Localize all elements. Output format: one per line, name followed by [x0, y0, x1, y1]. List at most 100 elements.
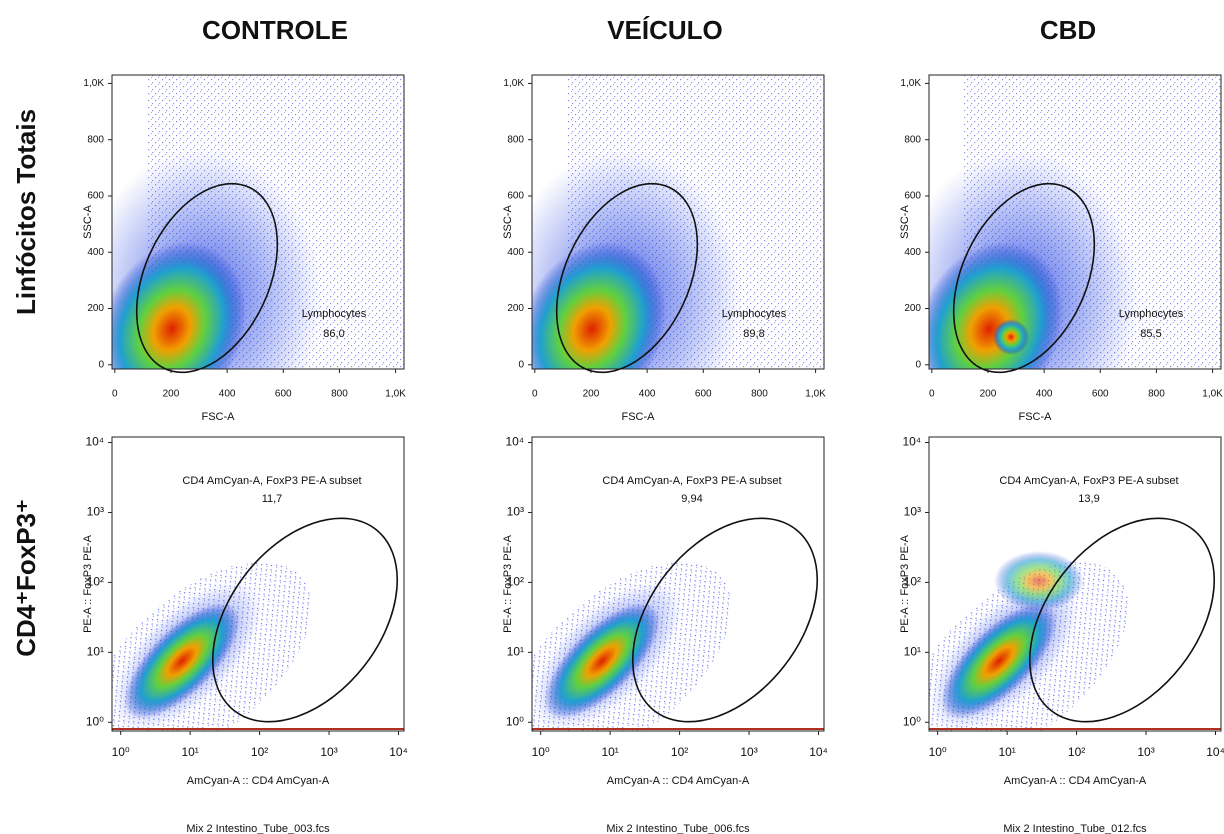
x-tick-label: 10²: [251, 745, 268, 759]
gate-value: 86,0: [323, 328, 344, 340]
y-tick-label: 600: [904, 191, 921, 202]
y-axis-label: PE-A :: FoxP3 PE-A: [82, 534, 94, 632]
plot: Lymphocytes 85,5 0 200 400 600 800 1,0K 0 200 400 6…: [899, 74, 1223, 423]
x-axis-label: FSC-A: [202, 411, 236, 423]
x-tick-label: 10³: [1137, 745, 1154, 759]
gate-name: CD4 AmCyan-A, FoxP3 PE-A subset: [999, 475, 1178, 487]
x-tick-label: 400: [1036, 389, 1053, 400]
x-axis-label: FSC-A: [1019, 411, 1053, 423]
y-axis-label: SSC-A: [899, 205, 911, 239]
gate: [135, 182, 279, 374]
y-tick-label: 600: [87, 191, 104, 202]
y-tick-label: 400: [87, 247, 104, 258]
y-tick-label: 200: [904, 303, 921, 314]
x-tick-label: 1,0K: [1202, 389, 1223, 400]
x-tick-label: 10²: [671, 745, 688, 759]
x-tick-label: 0: [532, 389, 538, 400]
y-tick-label: 0: [518, 359, 524, 370]
x-tick-label: 10²: [1068, 745, 1085, 759]
density: [112, 242, 246, 369]
x-tick-label: 0: [112, 389, 118, 400]
y-tick-label: 1,0K: [503, 78, 524, 89]
x-tick-label: 800: [331, 389, 348, 400]
gate: [211, 517, 399, 723]
plot-frame: [531, 436, 825, 732]
plot-frame: [111, 436, 405, 732]
file-name: Mix 2 Intestino_Tube_012.fcs: [1003, 823, 1147, 834]
y-tick-label: 10²: [904, 575, 921, 589]
x-tick-label: 10³: [740, 745, 757, 759]
density: [544, 603, 660, 719]
plot: CD4 AmCyan-A, FoxP3 PE-A subset 13,9 10⁰ 10…: [899, 435, 1224, 834]
column-title: CBD: [1040, 15, 1096, 45]
y-tick-label: 10¹: [904, 645, 921, 659]
gate-name: Lymphocytes: [722, 308, 787, 320]
density-cloud: [112, 561, 404, 731]
x-tick-label: 800: [751, 389, 768, 400]
density: [532, 242, 666, 369]
plot: Lymphocytes 86,0 0 200 400 600 800 1,0K 0 200 400 6…: [82, 74, 406, 423]
y-tick-label: 10⁰: [506, 714, 524, 728]
x-tick-label: 800: [1148, 389, 1165, 400]
y-tick-label: 600: [507, 191, 524, 202]
x-axis-label: AmCyan-A :: CD4 AmCyan-A: [1004, 775, 1147, 787]
y-tick-label: 200: [507, 303, 524, 314]
gate-value: 85,5: [1140, 328, 1161, 340]
file-name: Mix 2 Intestino_Tube_006.fcs: [606, 823, 750, 834]
gate: [952, 182, 1096, 374]
x-tick-label: 10⁴: [809, 745, 828, 759]
y-tick-label: 10⁰: [903, 714, 921, 728]
y-tick-label: 10⁰: [86, 714, 104, 728]
x-tick-label: 10⁴: [1206, 745, 1224, 759]
x-tick-label: 1,0K: [805, 389, 826, 400]
x-tick-label: 400: [219, 389, 236, 400]
x-tick-label: 600: [695, 389, 712, 400]
plot-frame: [111, 74, 405, 370]
density-cloud: [532, 561, 824, 731]
gate-value: 9,94: [681, 493, 702, 505]
x-tick-label: 10⁴: [389, 745, 408, 759]
x-tick-label: 10⁰: [532, 745, 550, 759]
plot: CD4 AmCyan-A, FoxP3 PE-A subset 9,94 10⁰ 10…: [502, 435, 828, 834]
y-tick-label: 800: [507, 134, 524, 145]
gate-name: Lymphocytes: [1119, 308, 1184, 320]
x-tick-label: 10⁰: [929, 745, 947, 759]
density: [929, 242, 1063, 369]
x-tick-label: 400: [639, 389, 656, 400]
x-tick-label: 10³: [320, 745, 337, 759]
y-tick-label: 10⁴: [505, 435, 524, 449]
gate-name: Lymphocytes: [302, 308, 367, 320]
y-tick-label: 10⁴: [85, 435, 104, 449]
x-tick-label: 200: [163, 389, 180, 400]
y-tick-label: 1,0K: [900, 78, 921, 89]
y-tick-label: 10¹: [507, 645, 524, 659]
x-tick-label: 600: [1092, 389, 1109, 400]
gate: [631, 517, 819, 723]
y-axis-label: PE-A :: FoxP3 PE-A: [502, 534, 514, 632]
density-cloud: [112, 75, 404, 369]
x-tick-label: 0: [929, 389, 935, 400]
y-tick-label: 10³: [507, 505, 524, 519]
density: [994, 551, 1084, 611]
gate-value: 13,9: [1078, 493, 1099, 505]
x-tick-label: 200: [980, 389, 997, 400]
plot: CD4 AmCyan-A, FoxP3 PE-A subset 11,7 10⁰ 10…: [82, 435, 408, 834]
density-cloud: [532, 75, 824, 369]
row-title: Linfócitos Totais: [11, 109, 41, 315]
x-axis-label: AmCyan-A :: CD4 AmCyan-A: [607, 775, 750, 787]
x-axis-label: AmCyan-A :: CD4 AmCyan-A: [187, 775, 330, 787]
y-axis-label: SSC-A: [502, 205, 514, 239]
y-tick-label: 800: [87, 134, 104, 145]
x-tick-label: 10⁰: [112, 745, 130, 759]
gate-name: CD4 AmCyan-A, FoxP3 PE-A subset: [602, 475, 781, 487]
gate-name: CD4 AmCyan-A, FoxP3 PE-A subset: [182, 475, 361, 487]
y-axis-label: PE-A :: FoxP3 PE-A: [899, 534, 911, 632]
y-tick-label: 1,0K: [83, 78, 104, 89]
plot: Lymphocytes 89,8 0 200 400 600 800 1,0K 0 200 400 6…: [502, 74, 826, 423]
density: [993, 319, 1029, 355]
x-tick-label: 600: [275, 389, 292, 400]
y-tick-label: 200: [87, 303, 104, 314]
y-tick-label: 0: [98, 359, 104, 370]
column-title: CONTROLE: [202, 15, 348, 45]
